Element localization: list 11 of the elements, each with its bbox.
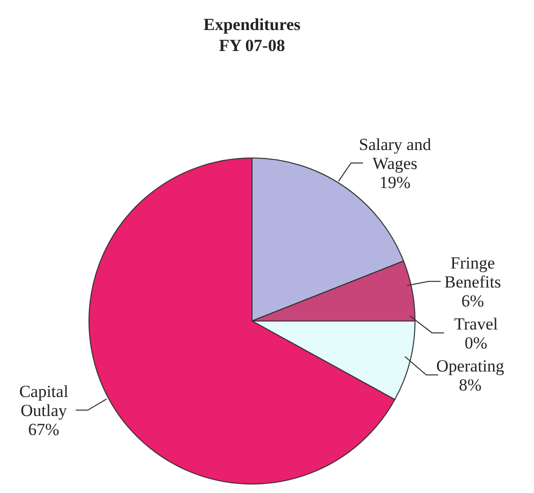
slice-label: Operating — [436, 356, 505, 376]
slice-label: Capital Outlay — [19, 382, 69, 420]
text: 0% — [464, 333, 488, 352]
slice-label: Salary and Wages — [358, 134, 432, 173]
slice-label: Fringe Benefits — [444, 253, 502, 292]
data-label: 6% — [461, 291, 484, 310]
data-label: 67% — [28, 420, 60, 440]
data-label: 8% — [458, 375, 482, 394]
chart-title: Expenditures FY 07-08 — [204, 15, 301, 55]
data-label: 19% — [379, 172, 411, 192]
legend-label: Travel — [454, 314, 498, 334]
